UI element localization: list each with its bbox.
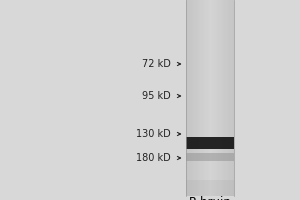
Bar [203,0,204,196]
Bar [186,180,234,196]
Bar [211,0,212,196]
Bar [191,0,192,196]
Bar [200,0,202,196]
Bar [199,0,200,196]
Bar [218,0,220,196]
Bar [188,0,190,196]
Bar [226,0,227,196]
Bar [232,0,233,196]
Bar [215,0,216,196]
Bar [210,0,211,196]
Text: 72 kD: 72 kD [142,59,171,69]
Bar [228,0,229,196]
Bar [216,0,217,196]
Bar [202,0,203,196]
Bar [186,153,234,161]
Bar [230,0,232,196]
Bar [229,0,230,196]
Bar [214,0,215,196]
Bar [233,0,234,196]
Bar [190,0,191,196]
Bar [221,0,222,196]
Bar [192,0,193,196]
Bar [209,0,210,196]
Bar [186,0,187,196]
Bar [205,0,206,196]
Bar [193,0,194,196]
Bar [206,0,208,196]
Bar [186,137,234,149]
Text: 95 kD: 95 kD [142,91,171,101]
Bar [208,0,209,196]
Bar [198,0,199,196]
Bar [222,0,223,196]
Bar [197,0,198,196]
Bar [217,0,218,196]
Bar [223,0,224,196]
Text: 180 kD: 180 kD [136,153,171,163]
Bar [220,0,221,196]
Bar [224,0,226,196]
Text: 130 kD: 130 kD [136,129,171,139]
Bar [227,0,228,196]
Bar [196,0,197,196]
Bar [204,0,205,196]
Bar [212,0,214,196]
Text: R-bruin: R-bruin [189,196,231,200]
Bar [194,0,196,196]
Bar [187,0,188,196]
